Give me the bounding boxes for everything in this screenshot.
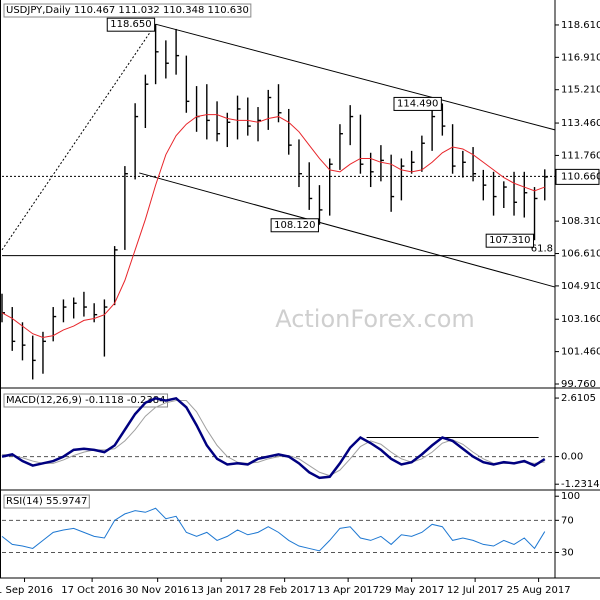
title-box [3,494,90,509]
price-annotation: 118.650 [110,19,151,30]
x-tick-label: 12 Jul 2017 [447,585,504,596]
y-tick-label: 111.760 [561,150,600,161]
indicator-line [1,396,546,480]
panel-title: MACD(12,26,9) -0.1118 -0.2384 [6,395,166,406]
y-tick-label: 108.310 [561,216,600,227]
annotation-box [393,96,442,111]
price-annotation: 107.310 [489,235,530,246]
x-tick-label: 17 Oct 2016 [61,585,123,596]
x-tick-label: 13 Apr 2017 [317,585,379,596]
price-annotation: 114.490 [397,98,438,109]
trend-line [155,23,556,131]
y-tick-label: 30 [561,547,574,558]
y-tick-label: 118.610 [561,20,600,31]
moving-average [1,114,545,339]
y-tick-label: 106.610 [561,249,600,260]
x-tick-label: 1 Sep 2016 [0,585,53,596]
annotation-box [106,17,156,32]
y-tick-label: 115.210 [561,85,600,96]
y-tick-label: 70 [561,515,574,526]
price-annotation: 108.120 [274,220,315,231]
y-tick-label: 116.910 [561,52,600,63]
last-price-box [555,168,600,185]
annotation-box [485,233,535,248]
y-tick-label: 103.160 [561,314,600,325]
x-tick-label: 25 Aug 2017 [507,585,571,596]
y-tick-label: 99.760 [561,379,596,390]
y-tick-label: 100 [561,491,580,502]
x-tick-label: 13 Jan 2017 [191,585,251,596]
fib-label: 61.8 [531,244,553,255]
y-tick-label: 101.460 [561,347,600,358]
panel-title: RSI(14) 55.9747 [6,496,87,507]
last-price-label: 110.660 [561,171,600,182]
watermark: ActionForex.com [275,305,475,333]
title-box [3,3,252,18]
y-tick-label: 0.00 [561,452,583,463]
y-tick-label: -1.2314 [561,479,600,490]
x-tick-label: 28 Feb 2017 [254,585,316,596]
x-tick-label: 29 May 2017 [379,585,444,596]
trend-line [1,23,157,251]
panel-title: USDJPY,Daily 110.467 111.032 110.348 110… [6,5,249,16]
x-tick-label: 30 Nov 2016 [126,585,190,596]
y-tick-label: 113.460 [561,118,600,129]
trend-line [139,172,556,288]
annotation-box [270,218,319,233]
y-tick-label: 104.910 [561,281,600,292]
y-tick-label: 2.6105 [561,393,596,404]
indicator-line [1,507,546,552]
